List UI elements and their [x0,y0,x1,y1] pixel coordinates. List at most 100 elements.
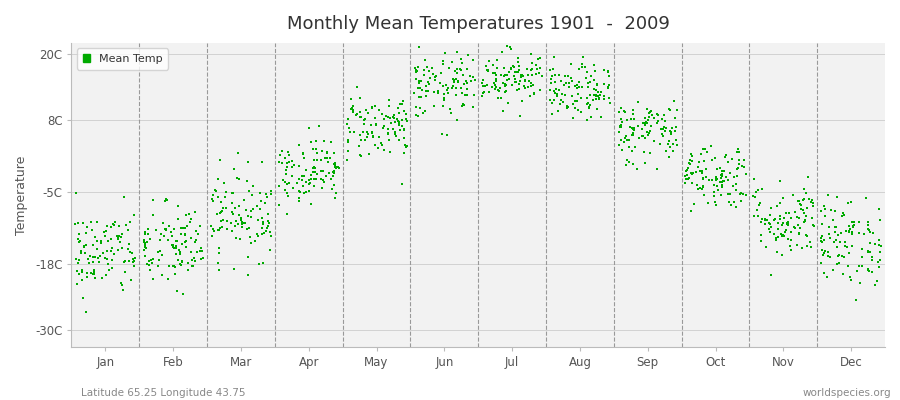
Point [75,277,89,283]
Point [792,230,806,236]
Point [620,117,634,124]
Point [458,92,473,98]
Point [548,79,562,86]
Point [418,108,432,115]
Point [519,65,534,72]
Point [625,132,639,138]
Point [613,124,627,130]
Point [466,57,481,64]
Point [590,81,605,88]
Point [590,106,605,112]
Point [77,243,92,249]
Point [754,219,769,226]
Point [713,178,727,185]
Point [524,67,538,74]
Point [568,83,582,89]
Point [295,173,310,180]
Point [775,252,789,258]
Point [750,206,764,213]
Point [832,252,846,258]
Point [94,275,109,282]
Point [843,226,858,232]
Point [117,194,131,200]
Point [514,74,528,80]
Point [239,177,254,184]
Point [242,234,256,240]
Point [523,93,537,99]
Point [431,88,446,95]
Point [816,252,831,258]
Point [173,251,187,257]
Point [78,250,93,256]
Point [661,140,675,147]
Point [626,160,640,167]
Point [98,233,112,239]
Point [873,257,887,264]
Point [446,76,461,83]
Point [489,72,503,78]
Point [86,242,101,249]
Point [250,230,265,237]
Point [146,275,160,282]
Point [508,76,522,82]
Point [299,178,313,185]
Point [550,91,564,98]
Point [724,170,738,176]
Point [166,245,181,251]
Point [454,66,468,73]
Point [759,244,773,250]
Point [590,93,604,99]
Point [560,105,574,112]
Point [804,198,818,205]
Point [321,159,336,165]
Point [140,239,155,245]
Point [679,173,693,179]
Point [205,196,220,202]
Point [127,262,141,269]
Point [280,190,294,196]
Point [769,235,783,241]
Point [558,91,572,98]
Point [554,97,568,104]
Point [232,176,247,182]
Point [571,91,585,98]
Point [799,232,814,239]
Point [212,250,226,257]
Point [303,201,318,208]
Point [781,236,796,242]
Point [418,93,433,100]
Point [548,90,562,96]
Point [622,144,636,150]
Point [387,112,401,118]
Point [372,107,386,114]
Point [798,213,813,219]
Point [178,224,193,231]
Point [105,220,120,227]
Point [770,234,785,240]
Point [792,231,806,237]
Point [842,228,856,235]
Point [733,149,747,156]
Point [314,168,328,174]
Point [739,170,753,177]
Point [663,131,678,138]
Point [801,174,815,181]
Point [617,139,632,146]
Point [617,108,632,114]
Point [698,192,712,198]
Point [428,77,443,83]
Point [814,238,829,245]
Point [668,128,682,135]
Point [108,219,122,225]
Point [280,211,294,217]
Point [654,116,669,122]
Point [846,223,860,229]
Point [817,270,832,276]
Point [716,173,730,179]
Point [240,226,255,232]
Point [628,144,643,151]
Point [485,61,500,68]
Point [546,54,561,60]
Point [421,67,436,74]
Point [214,199,229,206]
